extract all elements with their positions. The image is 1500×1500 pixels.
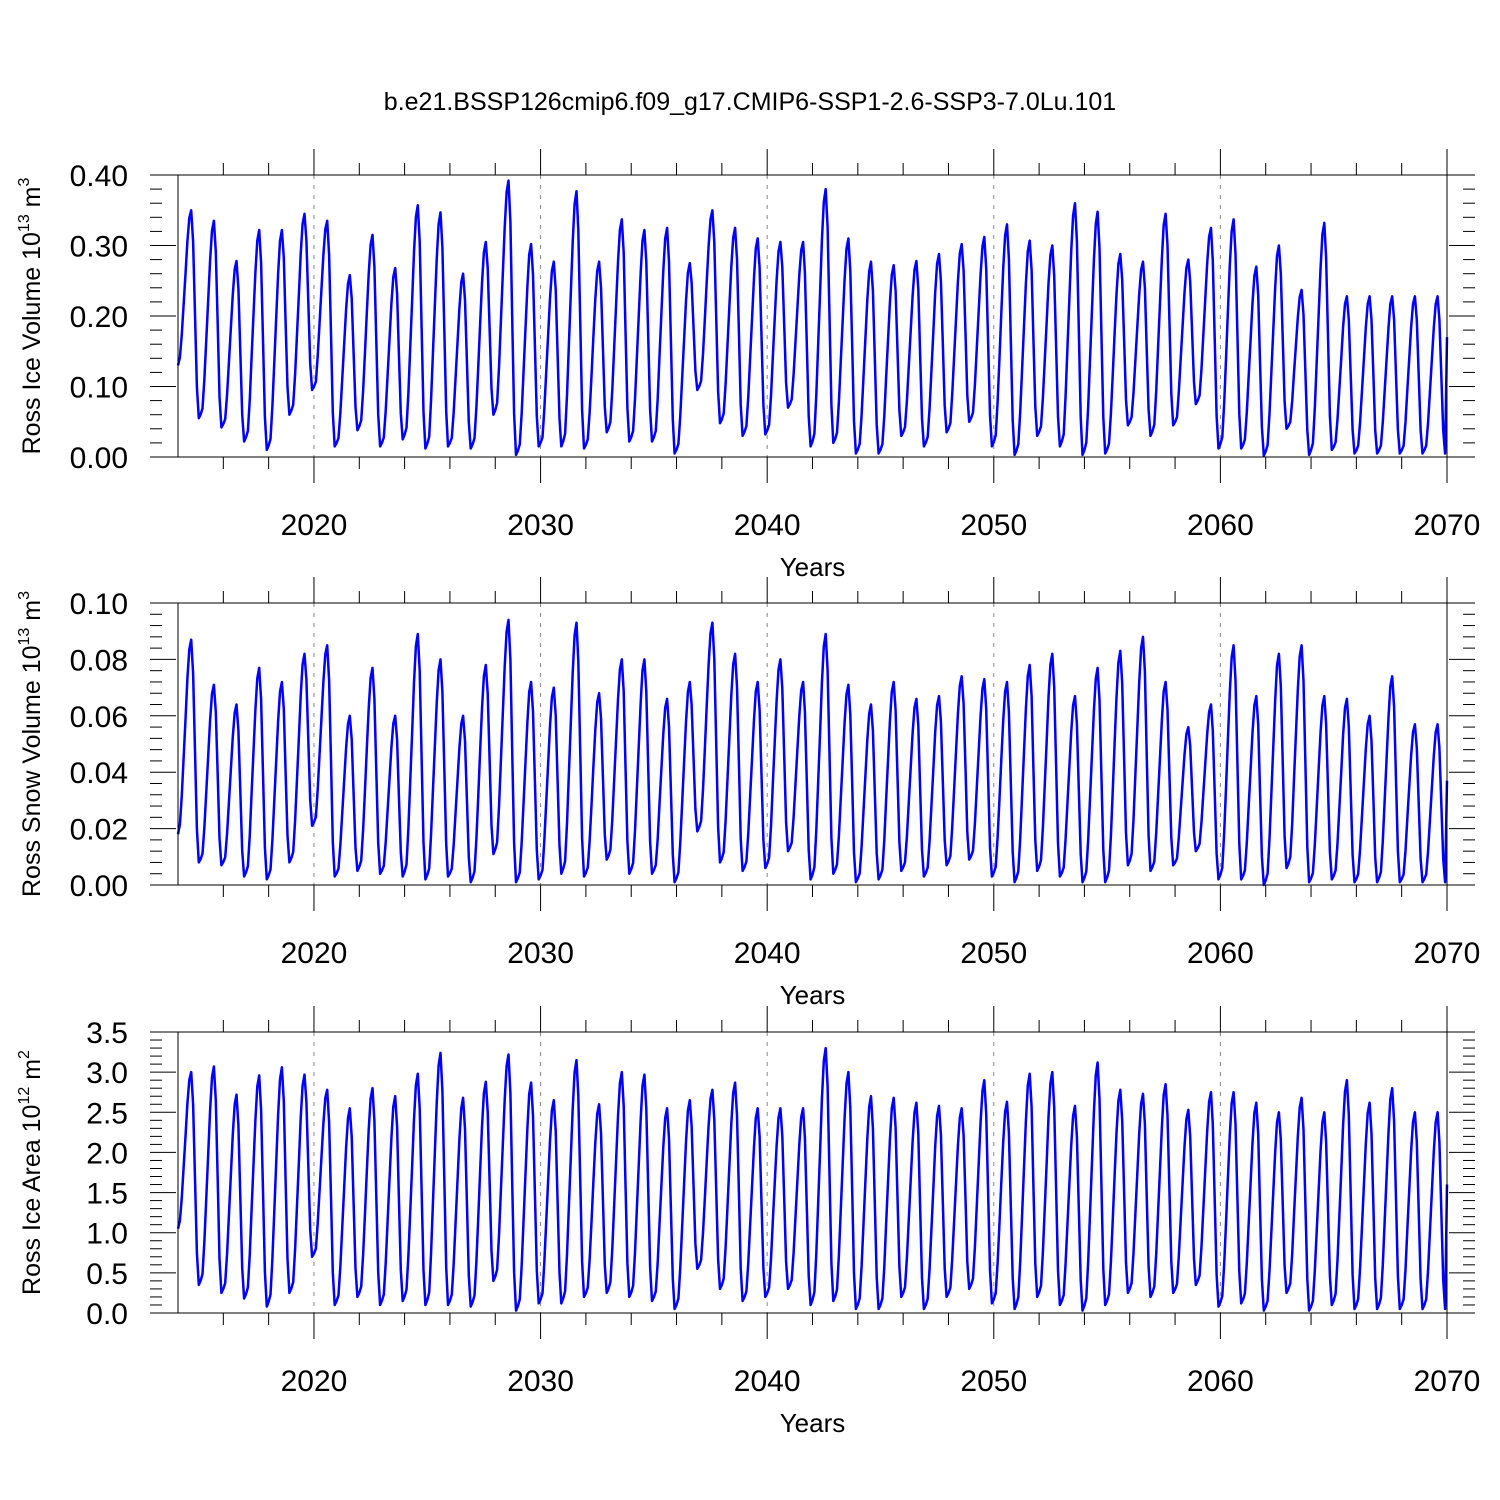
y-axis-label-superscript: 13 (16, 214, 33, 232)
y-tick-label: 0.02 (70, 814, 128, 847)
x-tick-label: 2060 (1187, 937, 1254, 970)
y-axis-label: Ross Ice Volume 1013 m3 (16, 177, 46, 454)
x-tick-label: 2070 (1414, 937, 1481, 970)
y-axis-label-superscript: 13 (16, 628, 33, 646)
y-tick-label: 0.20 (70, 301, 128, 334)
series-line (176, 618, 1449, 887)
y-axis-label: Ross Ice Area 1012 m2 (16, 1050, 46, 1295)
x-tick-label: 2030 (507, 509, 574, 542)
y-tick-label: 3.0 (86, 1057, 128, 1090)
panel-ice-volume: 0.00 0.10 0.20 0.30 0.40 2020 2030 2040 2050 2060… (16, 149, 1480, 582)
y-tick-label: 1.5 (86, 1178, 128, 1211)
x-axis-label: Years (780, 552, 846, 582)
y-tick-label: 0.5 (86, 1258, 128, 1291)
y-tick-label: 2.5 (86, 1097, 128, 1130)
panel-ice-area: 0.0 0.5 1.0 1.5 2.0 2.5 3.0 3.5 2020 2030 2040 2050… (16, 1006, 1480, 1438)
x-tick-label: 2070 (1414, 509, 1481, 542)
x-tick-label: 2060 (1187, 1365, 1254, 1398)
y-axis-label-superscript: 12 (16, 1087, 33, 1105)
y-tick-label: 3.5 (86, 1017, 128, 1050)
y-tick-label: 0.10 (70, 372, 128, 405)
y-tick-label: 0.0 (86, 1298, 128, 1331)
x-tick-label: 2020 (281, 937, 348, 970)
panel-snow-volume: 0.00 0.02 0.04 0.06 0.08 0.10 2020 2030 2040 2050… (16, 577, 1480, 1010)
y-tick-label: 0.04 (70, 757, 128, 790)
y-axis-label: Ross Snow Volume 1013 m3 (16, 591, 46, 897)
y-tick-label: 0.40 (70, 160, 128, 193)
y-axis-label-part: Ross Ice Area 10 (18, 1105, 46, 1295)
x-tick-label: 2050 (960, 937, 1027, 970)
x-tick-label: 2050 (960, 1365, 1027, 1398)
y-axis-label-part: m (18, 600, 46, 628)
series-line (176, 1046, 1449, 1312)
x-tick-label: 2030 (507, 937, 574, 970)
x-tick-label: 2020 (281, 509, 348, 542)
y-tick-label: 0.08 (70, 644, 128, 677)
y-tick-label: 1.0 (86, 1218, 128, 1251)
y-tick-label: 0.00 (70, 442, 128, 475)
figure-title: b.e21.BSSP126cmip6.f09_g17.CMIP6-SSP1-2.… (384, 88, 1116, 116)
y-tick-label: 0.06 (70, 701, 128, 734)
y-axis-label-part: Ross Ice Volume 10 (18, 232, 46, 454)
x-tick-label: 2040 (734, 1365, 801, 1398)
x-axis-label: Years (780, 1408, 846, 1438)
x-axis-label: Years (780, 980, 846, 1010)
y-axis-label-superscript: 2 (16, 1050, 33, 1059)
y-tick-label: 0.00 (70, 870, 128, 903)
x-tick-label: 2020 (281, 1365, 348, 1398)
x-tick-label: 2040 (734, 509, 801, 542)
x-tick-label: 2060 (1187, 509, 1254, 542)
x-tick-label: 2050 (960, 509, 1027, 542)
x-tick-label: 2070 (1414, 1365, 1481, 1398)
y-axis-label-part: m (18, 186, 46, 214)
y-axis-label-part: m (18, 1059, 46, 1087)
y-axis-label-superscript: 3 (16, 177, 33, 186)
y-tick-label: 0.10 (70, 588, 128, 621)
y-axis-label-superscript: 3 (16, 591, 33, 600)
y-axis-label-part: Ross Snow Volume 10 (18, 645, 46, 897)
x-tick-label: 2030 (507, 1365, 574, 1398)
series-line (176, 179, 1449, 457)
y-tick-label: 0.30 (70, 231, 128, 264)
y-tick-label: 2.0 (86, 1137, 128, 1170)
x-tick-label: 2040 (734, 937, 801, 970)
